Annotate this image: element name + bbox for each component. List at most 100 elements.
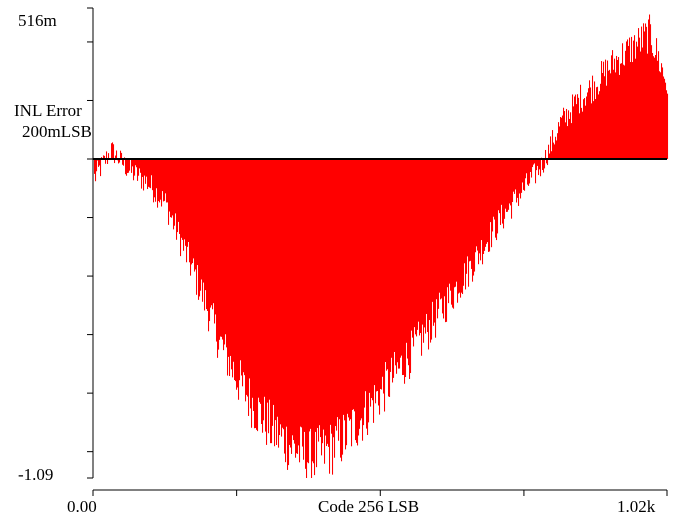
inl-bar bbox=[425, 159, 427, 334]
inl-bar bbox=[462, 159, 464, 295]
inl-bar bbox=[240, 159, 242, 361]
inl-bar bbox=[392, 159, 394, 383]
inl-bar bbox=[154, 159, 156, 198]
inl-bar bbox=[320, 159, 322, 438]
inl-bar bbox=[328, 159, 330, 447]
inl-bar bbox=[198, 159, 200, 300]
inl-bar bbox=[181, 159, 183, 238]
inl-bar bbox=[238, 159, 240, 400]
y-axis-title: INL Error bbox=[14, 101, 82, 120]
inl-bar bbox=[285, 159, 287, 463]
inl-bar bbox=[513, 159, 515, 192]
inl-bar bbox=[105, 159, 107, 164]
inl-bar bbox=[427, 159, 429, 333]
inl-bar bbox=[188, 159, 190, 243]
inl-bar bbox=[424, 159, 426, 328]
inl-bar bbox=[476, 159, 478, 247]
inl-bar bbox=[197, 159, 199, 266]
inl-bar bbox=[499, 159, 501, 214]
inl-bar bbox=[342, 159, 344, 455]
inl-bar bbox=[289, 159, 291, 445]
inl-bar bbox=[211, 159, 213, 306]
inl-bar bbox=[475, 159, 477, 253]
inl-bar bbox=[379, 159, 381, 415]
inl-bar bbox=[118, 159, 120, 164]
inl-bar bbox=[306, 159, 308, 478]
inl-bar bbox=[258, 159, 260, 398]
inl-bar bbox=[494, 159, 496, 220]
inl-bar bbox=[335, 159, 337, 427]
inl-bar bbox=[441, 159, 443, 299]
inl-bar bbox=[575, 94, 577, 160]
inl-bar bbox=[336, 159, 338, 431]
inl-bar bbox=[213, 159, 215, 304]
inl-bar bbox=[147, 159, 149, 190]
inl-bar bbox=[327, 159, 329, 444]
inl-bar bbox=[456, 159, 458, 282]
inl-bar bbox=[280, 159, 282, 425]
inl-bar bbox=[583, 99, 585, 160]
inl-bar bbox=[627, 39, 629, 160]
inl-bar bbox=[340, 159, 342, 458]
inl-bar bbox=[183, 159, 185, 251]
inl-bar bbox=[383, 159, 385, 394]
inl-bar bbox=[315, 159, 317, 432]
y-top-label: 516m bbox=[18, 11, 57, 30]
inl-bar bbox=[171, 159, 173, 218]
inl-bar bbox=[423, 159, 425, 343]
inl-bar bbox=[636, 41, 638, 160]
inl-bar bbox=[274, 159, 276, 447]
x-right-label: 1.02k bbox=[617, 497, 656, 516]
inl-bar bbox=[419, 159, 421, 336]
inl-bar bbox=[429, 159, 431, 321]
inl-bar bbox=[606, 85, 608, 160]
inl-bar bbox=[189, 159, 191, 263]
inl-bar bbox=[112, 142, 114, 160]
inl-bar bbox=[519, 159, 521, 194]
inl-bar bbox=[279, 159, 281, 436]
inl-bar bbox=[284, 159, 286, 454]
inl-bar bbox=[316, 159, 318, 468]
inl-bar bbox=[272, 159, 274, 426]
inl-bar bbox=[651, 45, 653, 160]
inl-bar bbox=[386, 159, 388, 371]
inl-bar bbox=[200, 159, 202, 291]
inl-bar bbox=[237, 159, 239, 388]
inl-bar bbox=[230, 159, 232, 356]
inl-bar bbox=[135, 159, 137, 166]
inl-bar bbox=[531, 159, 533, 178]
inl-bar bbox=[275, 159, 277, 421]
inl-bar bbox=[407, 159, 409, 359]
inl-bar bbox=[269, 159, 271, 400]
inl-bar bbox=[111, 143, 113, 160]
inl-bar bbox=[133, 159, 135, 181]
inl-bar bbox=[166, 159, 168, 203]
inl-bar bbox=[600, 83, 602, 160]
inl-bar bbox=[660, 72, 662, 160]
inl-bar bbox=[99, 159, 101, 166]
inl-bar bbox=[485, 159, 487, 247]
inl-bar bbox=[635, 58, 637, 160]
inl-bar bbox=[667, 93, 669, 160]
inl-bar bbox=[469, 159, 471, 262]
inl-bar bbox=[395, 159, 397, 366]
inl-bar bbox=[186, 159, 188, 263]
inl-bar bbox=[310, 159, 312, 429]
inl-bar bbox=[443, 159, 445, 319]
inl-bar bbox=[630, 62, 632, 160]
x-left-label: 0.00 bbox=[67, 497, 97, 516]
inl-bar bbox=[517, 159, 519, 198]
inl-bar bbox=[263, 159, 265, 421]
inl-bar bbox=[167, 159, 169, 203]
inl-bar bbox=[350, 159, 352, 420]
inl-bar bbox=[641, 26, 643, 160]
inl-bar bbox=[196, 159, 198, 295]
inl-bar bbox=[317, 159, 319, 428]
inl-bar bbox=[484, 159, 486, 251]
inl-bar bbox=[632, 62, 634, 160]
inl-bar bbox=[497, 159, 499, 234]
inl-bar bbox=[312, 159, 314, 462]
inl-bar bbox=[411, 159, 413, 331]
inl-bar bbox=[458, 159, 460, 294]
inl-bar bbox=[307, 159, 309, 463]
